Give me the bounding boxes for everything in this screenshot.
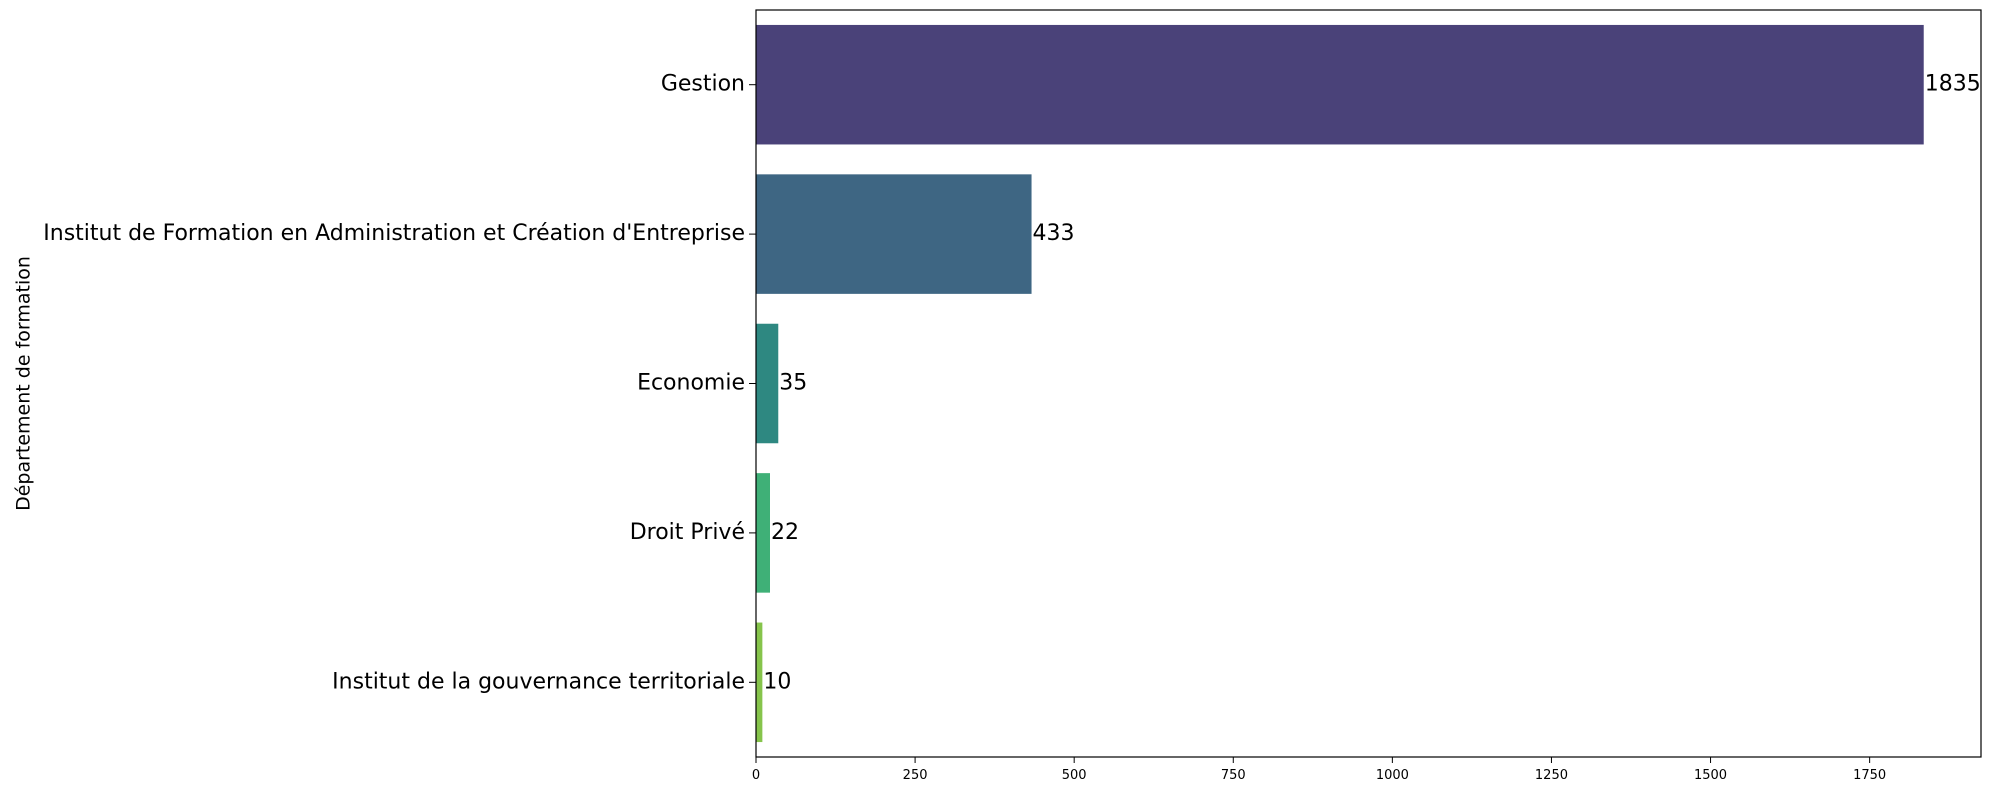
category-label-2: Economie [637,371,745,396]
value-labels-group: 1835 433 35 22 10 [763,72,1980,695]
y-axis-label: Département de formation [13,256,35,511]
x-tick-label-1: 250 [903,768,928,783]
x-tick-label-6: 1500 [1694,768,1727,783]
category-labels-group: Gestion Institut de Formation en Administ… [43,72,745,695]
x-tick-label-7: 1750 [1853,768,1886,783]
category-label-3: Droit Privé [630,520,745,545]
bars-group [756,24,1924,743]
x-tick-label-4: 1000 [1376,768,1409,783]
bar-2 [756,323,779,444]
x-tick-label-3: 750 [1221,768,1246,783]
bar-4 [756,622,763,743]
value-label-3: 22 [771,520,799,545]
value-label-2: 35 [779,371,807,396]
category-label-1: Institut de Formation en Administration … [43,221,745,246]
bar-1 [756,174,1032,294]
x-tick-label-5: 1250 [1535,768,1568,783]
value-label-0: 1835 [1925,72,1981,97]
value-label-4: 10 [763,669,791,694]
bar-0 [756,24,1924,145]
x-tick-label-2: 500 [1062,768,1087,783]
x-ticks-group: 0 250 500 750 1000 1250 1500 1750 [752,757,1886,783]
value-label-1: 433 [1033,221,1075,246]
x-tick-label-0: 0 [752,768,760,783]
category-label-0: Gestion [661,72,745,97]
bar-3 [756,473,770,593]
plot-frame [755,9,1982,758]
category-label-4: Institut de la gouvernance territoriale [332,669,745,694]
y-ticks-group [749,84,756,683]
